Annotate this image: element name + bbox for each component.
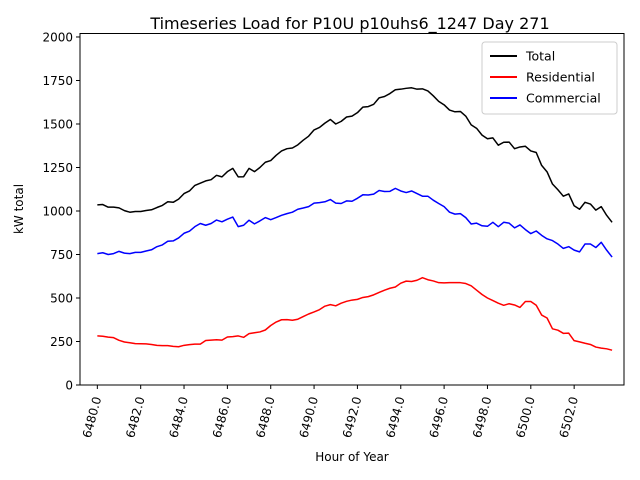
y-axis-label: kW total <box>12 184 26 234</box>
series-line-residential <box>97 276 613 351</box>
y-tick-label: 2000 <box>42 30 73 44</box>
chart-title: Timeseries Load for P10U p10uhs6_1247 Da… <box>149 14 549 34</box>
y-tick-label: 500 <box>50 291 73 305</box>
y-tick-label: 250 <box>50 335 73 349</box>
legend-label-residential: Residential <box>526 70 595 85</box>
legend-box <box>481 41 618 115</box>
y-tick-label: 1750 <box>42 74 73 88</box>
legend-label-commercial: Commercial <box>526 91 601 106</box>
plot-frame <box>79 33 625 386</box>
x-axis-label: Hour of Year <box>315 450 389 464</box>
y-tick-label: 1000 <box>42 204 73 218</box>
series-layer <box>97 87 613 351</box>
y-tick-label: 0 <box>65 379 73 393</box>
y-axis: 0 250 500 750 1000 1250 1500 1750 2000 <box>42 30 80 393</box>
legend: Total Residential Commercial <box>481 41 618 115</box>
series-line-total <box>97 87 613 223</box>
series-line-commercial <box>97 187 613 258</box>
y-tick-label: 1500 <box>42 117 73 131</box>
y-tick-label: 750 <box>50 248 73 262</box>
legend-label-total: Total <box>525 49 555 64</box>
y-tick-label: 1250 <box>42 161 73 175</box>
